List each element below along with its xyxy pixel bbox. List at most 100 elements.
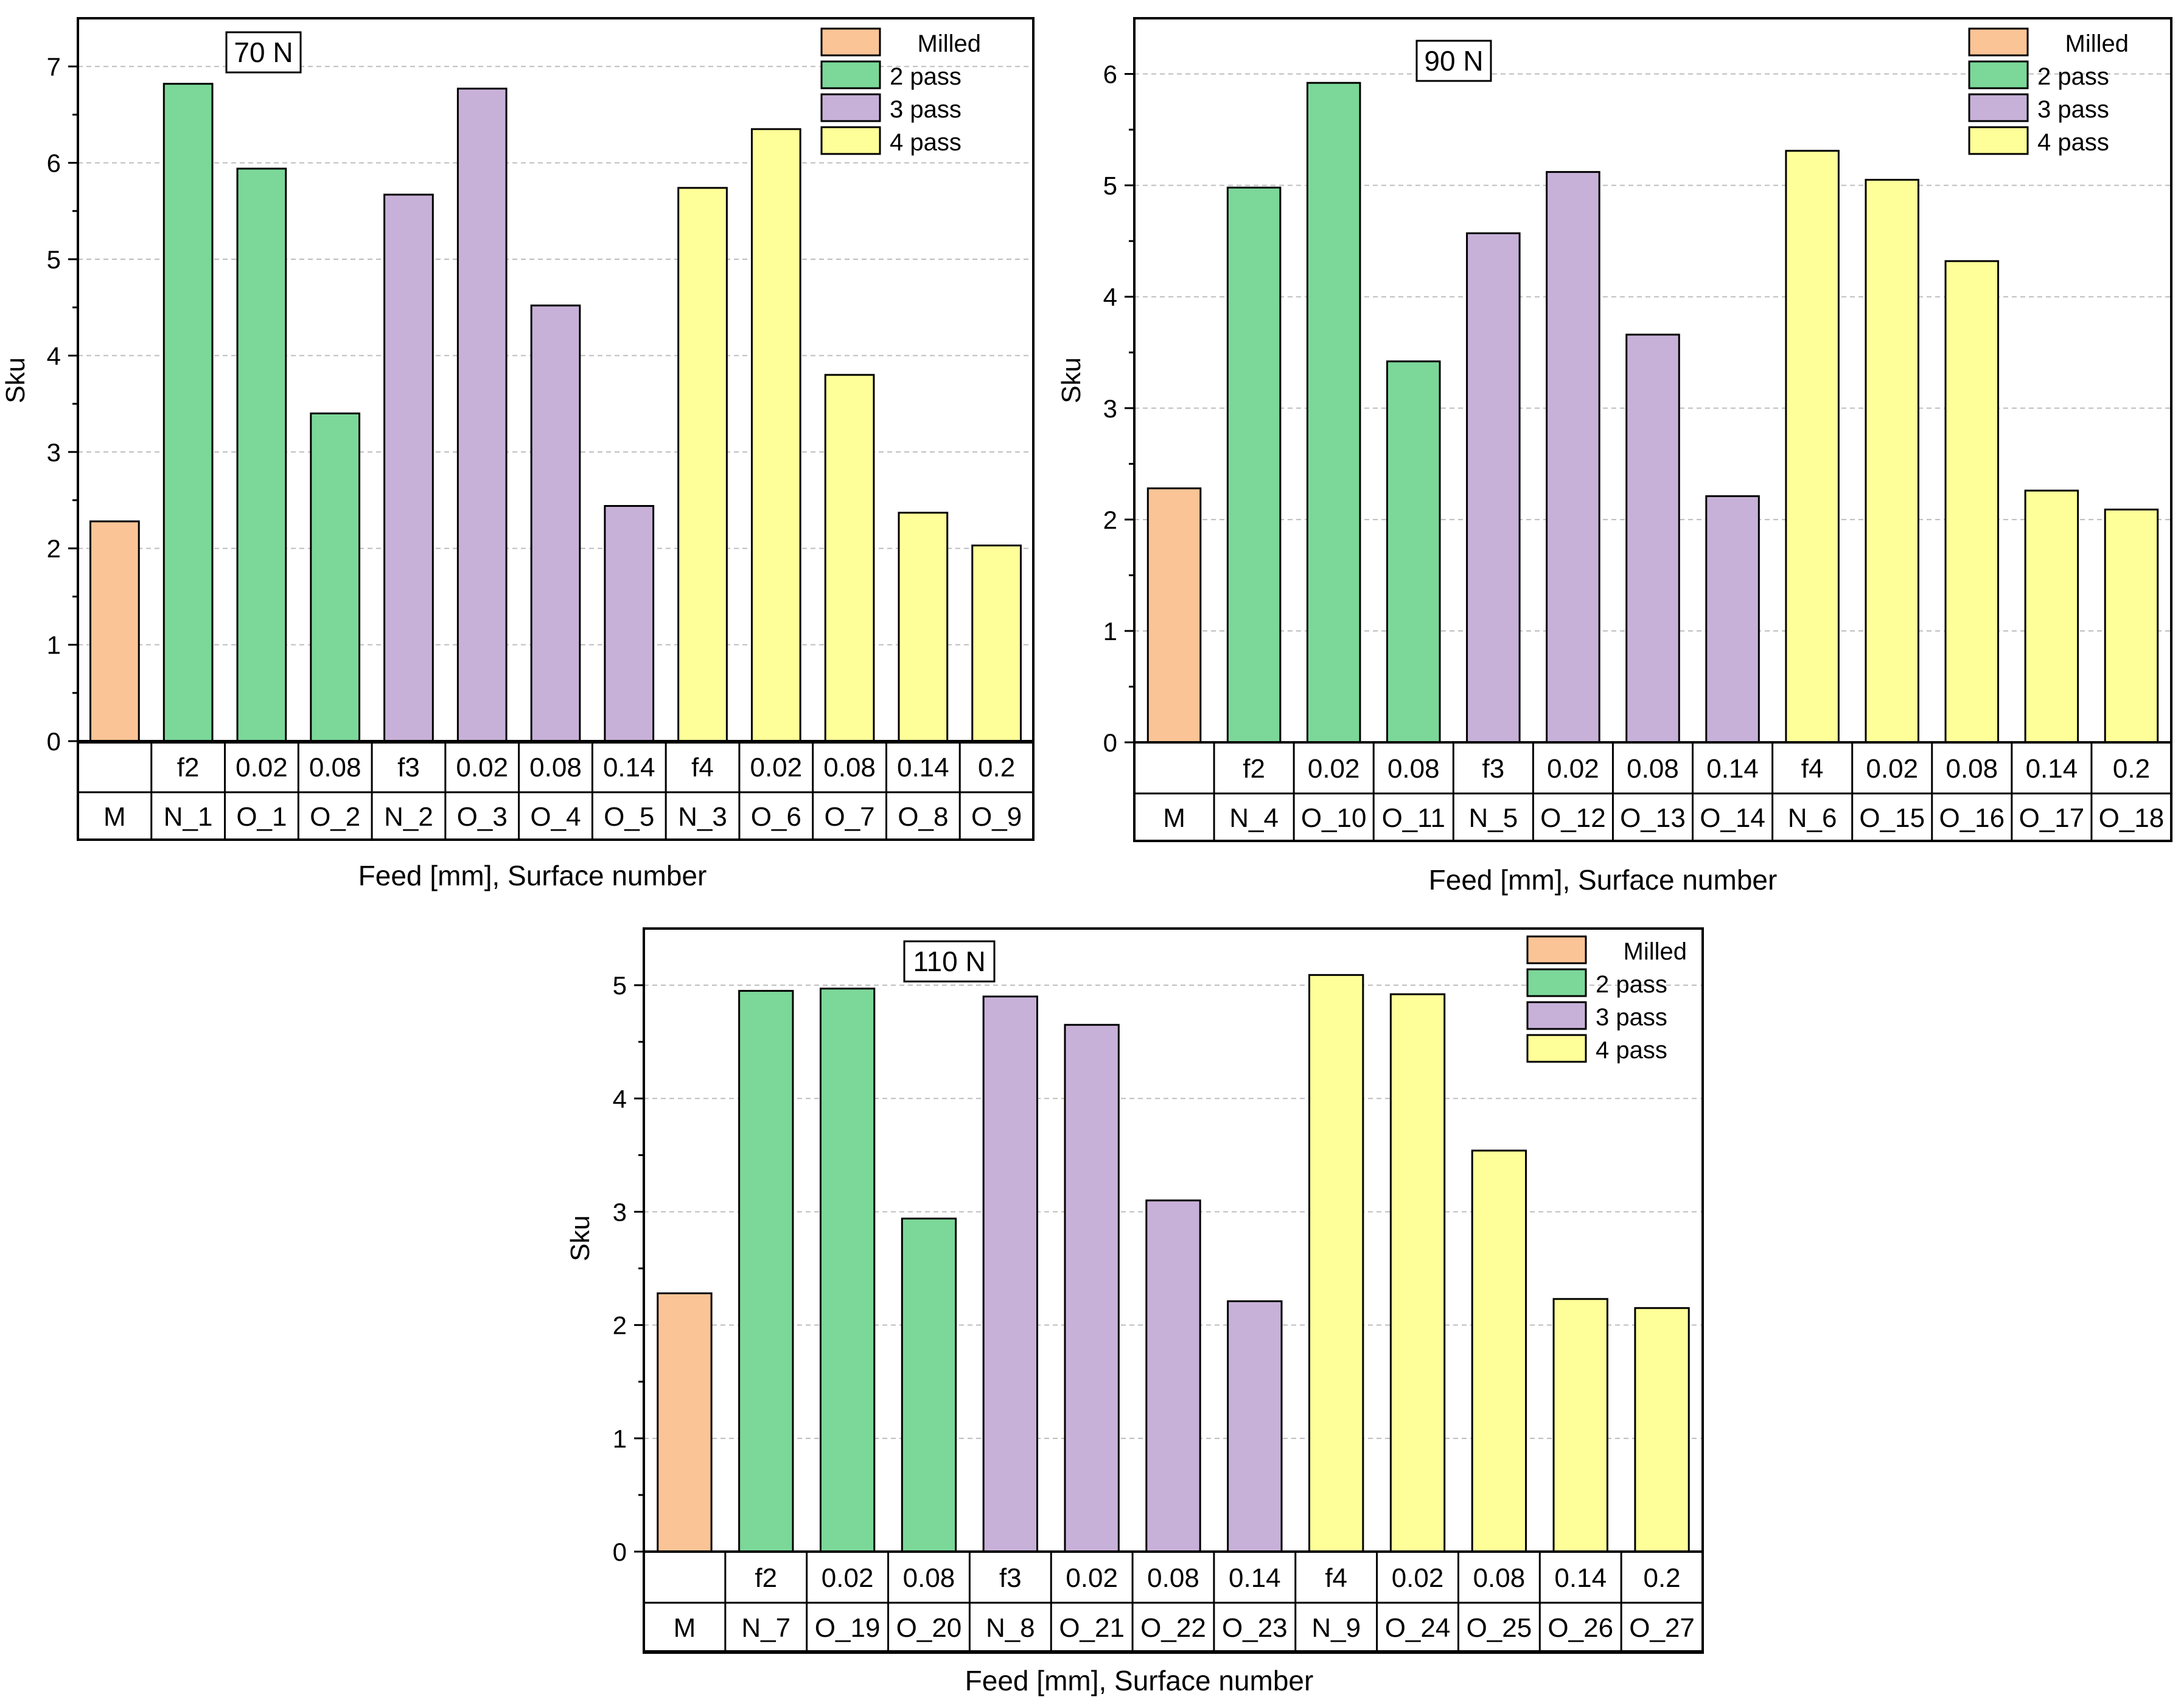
y-tick-label: 4 (47, 341, 61, 370)
surface-label: O_9 (971, 802, 1022, 832)
y-tick-label: 1 (47, 631, 61, 660)
bar-o-18 (2104, 508, 2159, 744)
legend-label-2-pass: 2 pass (2037, 63, 2109, 90)
feed-label: 0.02 (1547, 754, 1599, 784)
feed-label: 0.02 (236, 753, 288, 783)
feed-label: f4 (1325, 1563, 1347, 1593)
x-axis-label: Feed [mm], Surface number (965, 1665, 1314, 1696)
y-tick-label: 6 (1103, 60, 1117, 89)
chart-90n: 0 1 2 3 4 5 6 Mf2 N_4 0.02 O_10 0.08 O_11 f3 N_5 0.02 O… (1056, 17, 2172, 896)
bar-o-11 (1386, 360, 1441, 744)
legend-swatch-3-pass (1526, 1001, 1587, 1030)
legend-swatch-2-pass (820, 60, 881, 89)
bar-o-9 (971, 544, 1022, 742)
surface-label: O_24 (1385, 1613, 1451, 1643)
feed-label: f3 (397, 753, 420, 783)
y-tick-label: 4 (613, 1084, 627, 1113)
bar-o-25 (1471, 1149, 1527, 1553)
legend-label-4-pass: 4 pass (1596, 1037, 1667, 1064)
bar-o-26 (1552, 1298, 1608, 1553)
legend-swatch-4-pass (820, 126, 881, 155)
bar-m (657, 1292, 713, 1553)
bar-o-16 (1944, 260, 2000, 744)
bar-o-2 (310, 412, 361, 742)
plot-frame (77, 17, 1035, 744)
surface-label: M (1163, 803, 1185, 833)
surface-label: O_26 (1548, 1613, 1613, 1643)
legend: Milled 2 pass 3 pass 4 pass (1526, 935, 1687, 1064)
title-box: 70 N (225, 31, 302, 74)
feed-label: f2 (755, 1563, 777, 1593)
surface-label: O_22 (1140, 1613, 1206, 1643)
bar-n-9 (1308, 974, 1364, 1553)
bar-o-21 (1064, 1023, 1120, 1553)
surface-label: O_4 (530, 802, 581, 832)
feed-label: 0.14 (897, 753, 949, 783)
surface-label: M (103, 802, 126, 832)
legend-label-4-pass: 4 pass (2037, 129, 2109, 156)
legend-label-milled: Milled (918, 30, 981, 57)
y-tick-label: 6 (47, 149, 61, 178)
bar-o-15 (1865, 178, 1919, 744)
surface-label: O_19 (815, 1613, 881, 1643)
chart-title: 90 N (1424, 45, 1483, 77)
legend-swatch-milled (1526, 935, 1587, 964)
feed-label: 0.08 (1627, 754, 1679, 784)
feed-label: 0.02 (1308, 754, 1360, 784)
surface-label: O_23 (1222, 1613, 1288, 1643)
surface-label: O_2 (310, 802, 360, 832)
legend-label-3-pass: 3 pass (1596, 1004, 1667, 1031)
surface-label: N_3 (678, 802, 727, 832)
y-tick-label: 1 (613, 1424, 627, 1453)
legend-label-2-pass: 2 pass (1596, 971, 1667, 998)
bar-o-23 (1227, 1300, 1283, 1553)
bar-o-27 (1634, 1307, 1690, 1553)
bar-m (89, 520, 140, 742)
y-tick-label: 2 (47, 534, 61, 563)
surface-label: N_5 (1468, 803, 1518, 833)
surface-label: O_1 (236, 802, 287, 832)
legend-swatch-2-pass (1968, 60, 2029, 89)
feed-label: f3 (1482, 754, 1504, 784)
feed-label: f2 (1243, 754, 1265, 784)
legend-label-3-pass: 3 pass (890, 96, 961, 123)
feed-label: 0.02 (822, 1563, 874, 1593)
bar-o-10 (1306, 82, 1361, 744)
surface-label: O_15 (1859, 803, 1925, 833)
surface-label: O_27 (1629, 1613, 1695, 1643)
surface-label: O_21 (1059, 1613, 1125, 1643)
bar-o-24 (1389, 993, 1446, 1553)
legend-label-3-pass: 3 pass (2037, 96, 2109, 123)
x-axis-label: Feed [mm], Surface number (1429, 864, 1778, 896)
surface-label: N_7 (741, 1613, 790, 1643)
y-tick-label: 3 (613, 1197, 627, 1226)
surface-label: O_3 (457, 802, 508, 832)
surface-label: N_6 (1788, 803, 1837, 833)
feed-label: 0.08 (529, 753, 582, 783)
feed-label: 0.08 (1387, 754, 1440, 784)
bar-o-1 (236, 167, 287, 742)
bar-n-6 (1785, 150, 1840, 744)
feed-label: 0.2 (978, 753, 1015, 783)
feed-label: 0.14 (1554, 1563, 1607, 1593)
surface-label: O_16 (1939, 803, 2005, 833)
surface-label: N_4 (1229, 803, 1279, 833)
feed-label: f3 (999, 1563, 1022, 1593)
feed-label: f4 (1801, 754, 1824, 784)
feed-label: 0.2 (2113, 754, 2150, 784)
surface-label: N_8 (986, 1613, 1035, 1643)
surface-label: O_6 (751, 802, 801, 832)
surface-label: N_1 (164, 802, 213, 832)
y-axis-label: Sku (1, 357, 30, 403)
legend-label-milled: Milled (2065, 30, 2129, 57)
y-tick-label: 3 (1103, 394, 1117, 423)
surface-label: O_11 (1382, 803, 1445, 833)
plot-frame (1133, 17, 2172, 744)
legend-label-4-pass: 4 pass (890, 129, 961, 156)
feed-label: 0.08 (1147, 1563, 1199, 1593)
y-tick-label: 5 (47, 245, 61, 274)
feed-label: 0.02 (750, 753, 802, 783)
bar-o-12 (1546, 171, 1600, 744)
surface-label: O_13 (1620, 803, 1686, 833)
bar-o-17 (2024, 489, 2079, 744)
